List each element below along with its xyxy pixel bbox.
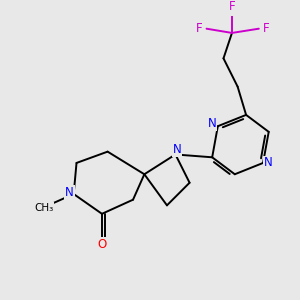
- Text: N: N: [208, 117, 217, 130]
- Text: N: N: [264, 156, 273, 170]
- Text: N: N: [65, 186, 74, 199]
- Text: F: F: [196, 22, 203, 35]
- Text: N: N: [172, 143, 181, 156]
- Text: CH₃: CH₃: [34, 203, 54, 213]
- Text: O: O: [97, 238, 106, 251]
- Text: F: F: [262, 22, 269, 35]
- Text: F: F: [229, 0, 235, 13]
